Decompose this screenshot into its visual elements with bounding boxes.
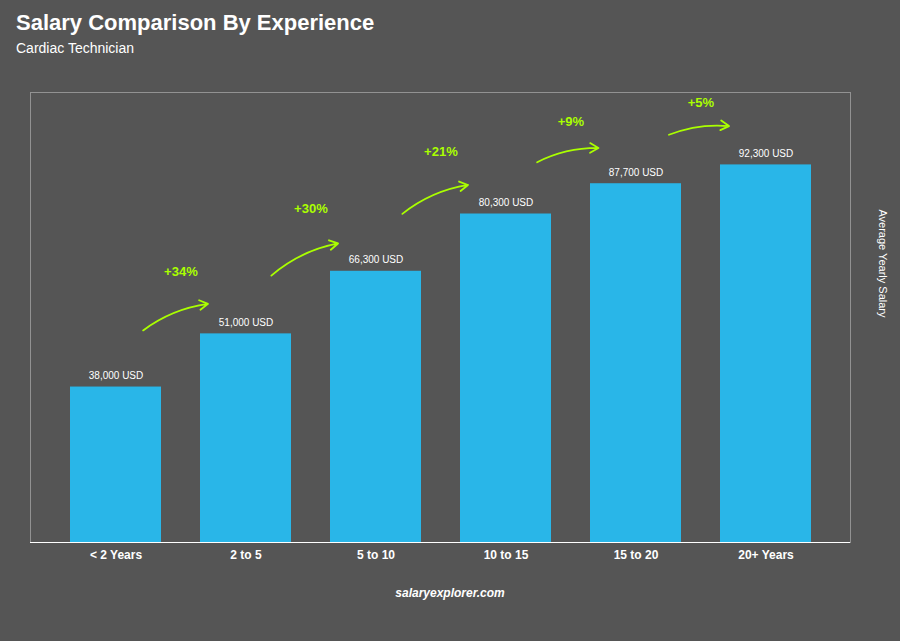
svg-text:+21%: +21% bbox=[424, 144, 458, 159]
svg-text:2 to 5: 2 to 5 bbox=[230, 548, 262, 562]
svg-text:38,000 USD: 38,000 USD bbox=[89, 370, 143, 381]
svg-text:92,300 USD: 92,300 USD bbox=[739, 148, 793, 159]
html-text:Cardiac Technician: Cardiac Technician bbox=[16, 40, 134, 56]
svg-text:+34%: +34% bbox=[164, 264, 198, 279]
svg-text:+30%: +30% bbox=[294, 201, 328, 216]
svg-text:15 to 20: 15 to 20 bbox=[614, 548, 659, 562]
svg-text:+5%: +5% bbox=[688, 95, 715, 110]
svg-text:51,000 USD: 51,000 USD bbox=[219, 317, 273, 328]
svg-text:5 to 10: 5 to 10 bbox=[357, 548, 395, 562]
svg-text:10 to 15: 10 to 15 bbox=[484, 548, 529, 562]
svg-text:87,700 USD: 87,700 USD bbox=[609, 167, 663, 178]
svg-text:Average Yearly Salary: Average Yearly Salary bbox=[877, 209, 889, 318]
html-text:salaryexplorer.com: salaryexplorer.com bbox=[395, 586, 505, 600]
svg-text:< 2 Years: < 2 Years bbox=[90, 548, 142, 562]
svg-text:80,300 USD: 80,300 USD bbox=[479, 197, 533, 208]
svg-text:66,300 USD: 66,300 USD bbox=[349, 254, 403, 265]
svg-text:20+ Years: 20+ Years bbox=[738, 548, 794, 562]
html-text:Salary Comparison By Experienc: Salary Comparison By Experience bbox=[16, 10, 375, 35]
svg-text:+9%: +9% bbox=[558, 114, 585, 129]
